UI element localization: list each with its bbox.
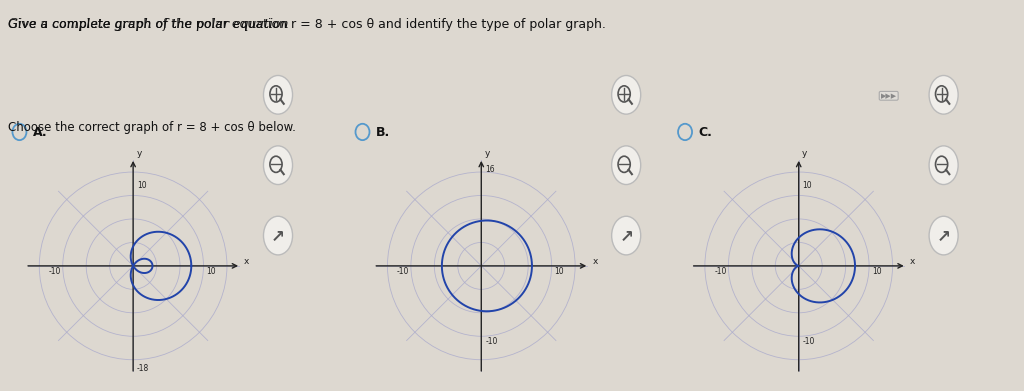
Text: -10: -10 (49, 267, 61, 276)
Circle shape (929, 75, 958, 114)
Circle shape (611, 75, 641, 114)
Text: 10: 10 (872, 267, 882, 276)
Text: ▶▶▶: ▶▶▶ (881, 93, 897, 99)
Text: A.: A. (33, 126, 47, 139)
Circle shape (611, 146, 641, 185)
Text: x: x (909, 256, 915, 265)
Text: ↗: ↗ (271, 228, 285, 246)
Text: 10: 10 (207, 267, 216, 276)
Text: 10: 10 (555, 267, 564, 276)
Circle shape (263, 216, 293, 255)
Circle shape (263, 146, 293, 185)
Text: 10: 10 (803, 181, 812, 190)
Text: -10: -10 (485, 337, 498, 346)
Circle shape (929, 216, 958, 255)
Circle shape (929, 146, 958, 185)
Text: Choose the correct graph of r = 8 + cos θ below.: Choose the correct graph of r = 8 + cos … (8, 121, 296, 134)
Circle shape (611, 216, 641, 255)
Text: -10: -10 (803, 337, 815, 346)
Text: Give a complete graph of the polar equation: Give a complete graph of the polar equat… (8, 18, 293, 30)
Text: x: x (244, 256, 250, 265)
Text: y: y (802, 149, 807, 158)
Text: -10: -10 (397, 267, 410, 276)
Text: -10: -10 (715, 267, 727, 276)
Text: -18: -18 (137, 364, 150, 373)
Text: B.: B. (376, 126, 390, 139)
Text: x: x (592, 256, 598, 265)
Text: C.: C. (698, 126, 713, 139)
Text: y: y (484, 149, 489, 158)
Circle shape (263, 75, 293, 114)
Text: 10: 10 (137, 181, 146, 190)
Text: Give a complete graph of the polar equation r = 8 + cos θ and identify the type : Give a complete graph of the polar equat… (8, 18, 606, 30)
Text: 16: 16 (485, 165, 495, 174)
Text: ↗: ↗ (620, 228, 633, 246)
Text: y: y (136, 149, 141, 158)
Text: ↗: ↗ (937, 228, 950, 246)
